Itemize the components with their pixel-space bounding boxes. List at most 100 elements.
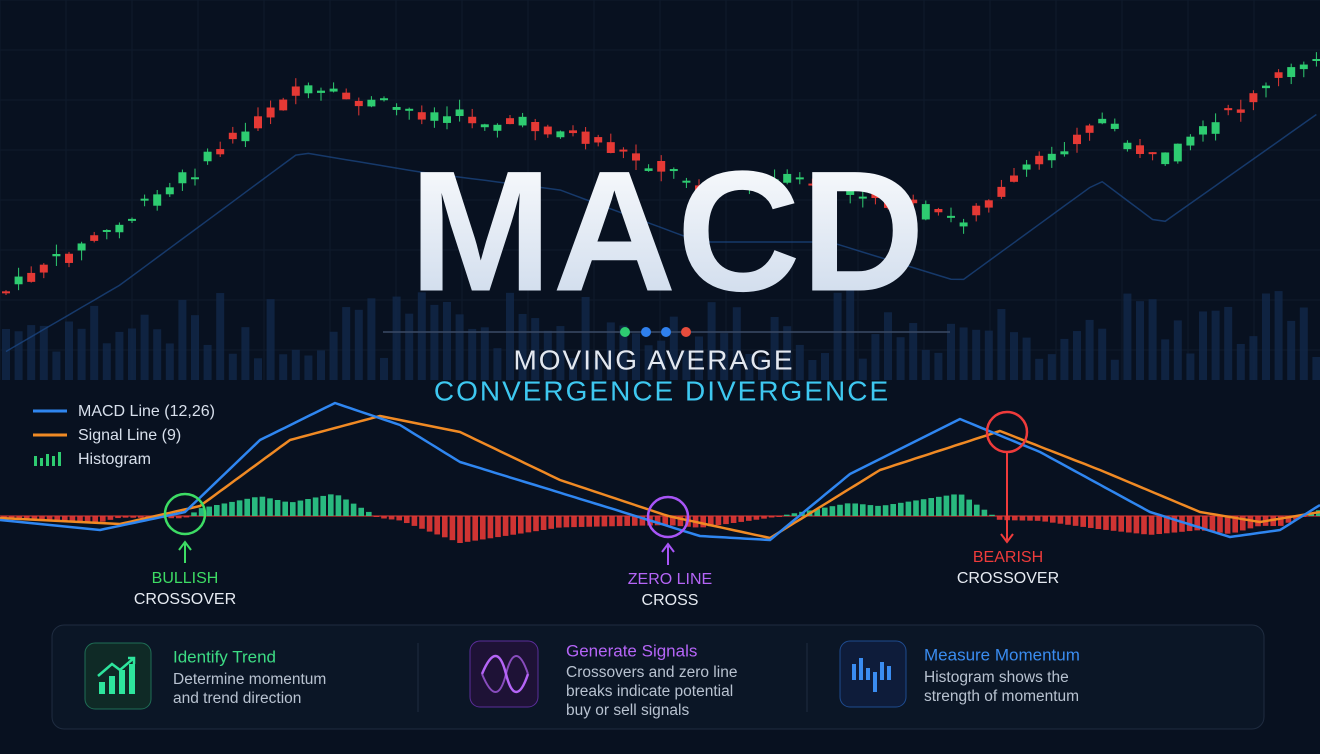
volume-bar xyxy=(581,296,590,380)
histogram-bar xyxy=(77,516,83,522)
candle-body xyxy=(997,186,1006,197)
histogram-bar xyxy=(1171,516,1178,533)
macd-chart xyxy=(0,401,1320,543)
histogram-bar xyxy=(305,499,311,516)
candle-body xyxy=(783,173,792,183)
annotation: CROSSOVER xyxy=(134,591,236,608)
volume-bar xyxy=(758,356,766,380)
candle-body xyxy=(77,243,86,251)
candle-body xyxy=(619,149,628,152)
candle-body xyxy=(556,131,565,138)
volume-bar xyxy=(871,334,880,380)
dot xyxy=(620,327,630,337)
candle-body xyxy=(241,131,250,142)
histogram-bar xyxy=(62,516,68,521)
histogram-bar xyxy=(297,500,304,516)
histogram-bar xyxy=(616,516,623,527)
histogram-bar xyxy=(54,516,60,521)
card-text: Crossovers and zero line xyxy=(566,664,737,681)
histogram-bar xyxy=(951,494,957,516)
volume-bar xyxy=(846,290,855,380)
macd-line xyxy=(0,401,1320,542)
candle-body xyxy=(291,86,300,96)
candle-body xyxy=(203,151,212,162)
volume-bar xyxy=(531,318,540,380)
histogram-bar xyxy=(913,500,919,516)
volume-bar xyxy=(178,299,187,380)
histogram-bar xyxy=(533,516,539,532)
histogram-bar xyxy=(624,516,630,526)
histogram-bar xyxy=(1034,516,1041,521)
histogram-bar xyxy=(442,516,448,538)
volume-bar xyxy=(669,316,678,380)
candle-body xyxy=(480,124,489,128)
histogram-bar xyxy=(898,502,904,516)
histogram-bar xyxy=(290,502,296,516)
histogram-bar xyxy=(1057,516,1064,524)
histogram-bar xyxy=(457,516,463,543)
arrow xyxy=(1000,452,1014,544)
volume-bar xyxy=(14,331,23,380)
histogram-bar xyxy=(1148,516,1155,535)
candle-body xyxy=(1299,64,1308,70)
candle-body xyxy=(1173,143,1182,162)
volume-bar xyxy=(606,322,615,380)
volume-bar xyxy=(732,307,741,380)
volume-bar xyxy=(329,331,338,380)
histogram-bar xyxy=(1202,516,1208,531)
icon xyxy=(99,664,135,694)
dot xyxy=(681,327,691,337)
card-title: Generate Signals xyxy=(566,641,697,660)
histogram-bar xyxy=(1110,516,1117,531)
candle-body xyxy=(52,254,61,257)
histogram-bar xyxy=(746,516,752,521)
candle-body xyxy=(14,276,23,285)
candle-body xyxy=(279,99,288,111)
histogram-bar xyxy=(662,516,668,526)
histogram-bar xyxy=(670,516,676,526)
volume-bar xyxy=(1098,328,1107,380)
histogram-bar xyxy=(381,516,387,519)
volume-bar xyxy=(405,313,414,380)
volume-bar xyxy=(279,354,288,380)
volume-bar xyxy=(1236,343,1245,380)
histogram-bar xyxy=(1141,516,1147,535)
candle-body xyxy=(770,179,779,182)
histogram-bar xyxy=(434,516,440,535)
title: MACD xyxy=(409,135,925,327)
histogram-bar xyxy=(1232,516,1238,533)
histogram-bar xyxy=(958,494,965,516)
volume-bar xyxy=(90,305,99,380)
candle-body xyxy=(1073,134,1081,145)
candle-body xyxy=(140,198,149,201)
volume-bar xyxy=(657,340,666,380)
histogram-bar xyxy=(882,505,889,516)
volume-bar xyxy=(1035,358,1044,380)
volume-bar xyxy=(1199,311,1207,380)
candle-body xyxy=(657,161,666,172)
candle-body xyxy=(443,116,451,123)
annotation: ZERO LINE xyxy=(628,571,712,588)
arrow xyxy=(178,540,192,563)
candle-body xyxy=(745,181,754,190)
volume-bar xyxy=(1022,337,1031,380)
histogram-bar xyxy=(1012,516,1018,521)
candle-body xyxy=(984,200,993,208)
histogram-bar xyxy=(578,516,585,527)
candle-body xyxy=(644,168,653,171)
volume-bar xyxy=(140,314,149,380)
candle-body xyxy=(380,98,388,101)
candle-body xyxy=(417,112,426,120)
histogram-bar xyxy=(708,516,714,527)
histogram-bar xyxy=(1065,516,1071,525)
volume-bar xyxy=(1073,331,1081,380)
card-title: Measure Momentum xyxy=(924,645,1080,664)
volume-bar xyxy=(2,328,10,380)
histogram-bar xyxy=(312,497,319,516)
volume-bar xyxy=(707,302,716,380)
volume-bar xyxy=(216,293,225,380)
volume-bar xyxy=(128,328,136,380)
card-text: breaks indicate potential xyxy=(566,683,733,700)
candle-body xyxy=(1224,108,1233,111)
volume-bar xyxy=(896,337,905,380)
